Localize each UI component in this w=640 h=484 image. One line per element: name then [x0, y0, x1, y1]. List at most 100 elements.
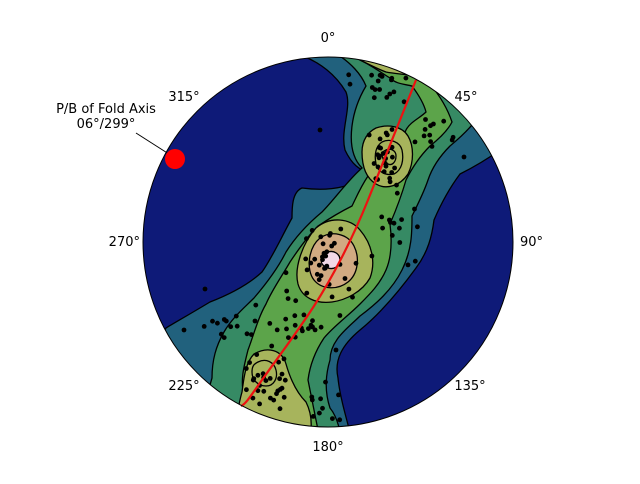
pole-point — [353, 260, 359, 266]
pole-point — [306, 326, 311, 331]
pole-point — [399, 217, 404, 223]
pole-point — [376, 145, 382, 150]
pole-point — [337, 313, 343, 318]
pole-point — [389, 233, 395, 238]
pole-point — [314, 271, 320, 277]
pole-point — [397, 225, 402, 231]
pole-point — [346, 286, 352, 292]
fold-axis-marker — [165, 149, 185, 169]
pole-point — [277, 406, 283, 412]
pole-point — [321, 250, 327, 256]
pole-point — [415, 224, 420, 230]
pole-point — [318, 396, 323, 402]
pole-point — [316, 277, 322, 283]
pole-point — [336, 392, 341, 398]
pole-point — [233, 313, 239, 319]
pole-point — [309, 397, 315, 403]
pole-point — [320, 241, 326, 247]
pole-point — [304, 290, 310, 296]
pole-point — [389, 170, 395, 175]
pole-point — [254, 352, 260, 357]
pole-point — [387, 217, 392, 223]
pole-point — [322, 265, 328, 271]
pole-point — [377, 87, 382, 92]
pole-point — [323, 379, 328, 385]
pole-point — [244, 387, 249, 393]
pole-point — [379, 74, 385, 79]
pole-point — [318, 234, 324, 240]
pole-point — [369, 253, 375, 259]
pole-point — [310, 414, 316, 419]
pole-point — [250, 395, 256, 401]
pole-point — [394, 182, 399, 188]
pole-point — [429, 144, 435, 149]
pole-point — [392, 165, 397, 171]
pole-point — [283, 270, 289, 276]
pole-point — [342, 276, 348, 281]
pole-point — [391, 89, 397, 95]
compass-label-135: 135° — [454, 379, 485, 394]
pole-point — [261, 388, 267, 394]
pole-point — [412, 139, 418, 145]
compass-label-270: 270° — [109, 235, 140, 250]
pole-point — [275, 388, 281, 394]
pole-point — [380, 225, 385, 231]
pole-point — [391, 220, 397, 226]
pole-point — [375, 78, 381, 84]
pole-point — [350, 294, 355, 300]
pole-point — [308, 260, 314, 266]
pole-point — [421, 133, 427, 139]
pole-point — [332, 240, 337, 246]
pole-point — [422, 126, 428, 132]
pole-point — [403, 75, 409, 81]
pole-point — [394, 190, 400, 196]
pole-point — [304, 236, 309, 242]
pole-point — [251, 376, 257, 381]
pole-point — [276, 359, 281, 365]
pole-point — [428, 139, 433, 145]
pole-point — [377, 136, 383, 142]
pole-point — [269, 343, 275, 349]
pole-point — [329, 294, 335, 300]
compass-label-45: 45° — [454, 90, 477, 105]
annotation-line-1: P/B of Fold Axis — [56, 102, 156, 117]
pole-point — [255, 372, 261, 378]
pole-point — [401, 99, 407, 105]
pole-point — [390, 154, 395, 160]
density-contours — [143, 57, 513, 427]
annotation-line-2: 06°/299° — [77, 117, 136, 132]
pole-point — [253, 302, 259, 308]
pole-point — [274, 327, 280, 333]
pole-point — [292, 313, 298, 319]
pole-point — [320, 405, 325, 411]
pole-point — [366, 132, 372, 138]
pole-point — [383, 130, 389, 136]
pole-point — [387, 91, 393, 97]
pole-point — [218, 331, 224, 337]
compass-label-225: 225° — [168, 379, 199, 394]
pole-point — [279, 385, 285, 391]
pole-point — [221, 335, 227, 340]
pole-point — [318, 324, 324, 330]
pole-point — [282, 377, 288, 383]
pole-point — [449, 137, 455, 143]
pole-point — [268, 395, 273, 401]
pole-point — [412, 258, 418, 264]
pole-point — [389, 127, 395, 132]
pole-point — [405, 262, 411, 268]
pole-point — [210, 318, 215, 324]
pole-point — [317, 410, 322, 416]
pole-point — [371, 95, 377, 101]
pole-point — [223, 318, 229, 324]
pole-point — [337, 417, 343, 423]
pole-point — [263, 378, 269, 383]
pole-point — [389, 77, 394, 83]
pole-point — [312, 327, 318, 333]
compass-label-0: 0° — [321, 31, 336, 46]
pole-point — [412, 206, 417, 212]
pole-point — [243, 366, 249, 371]
pole-point — [255, 388, 261, 394]
pole-point — [304, 267, 310, 273]
